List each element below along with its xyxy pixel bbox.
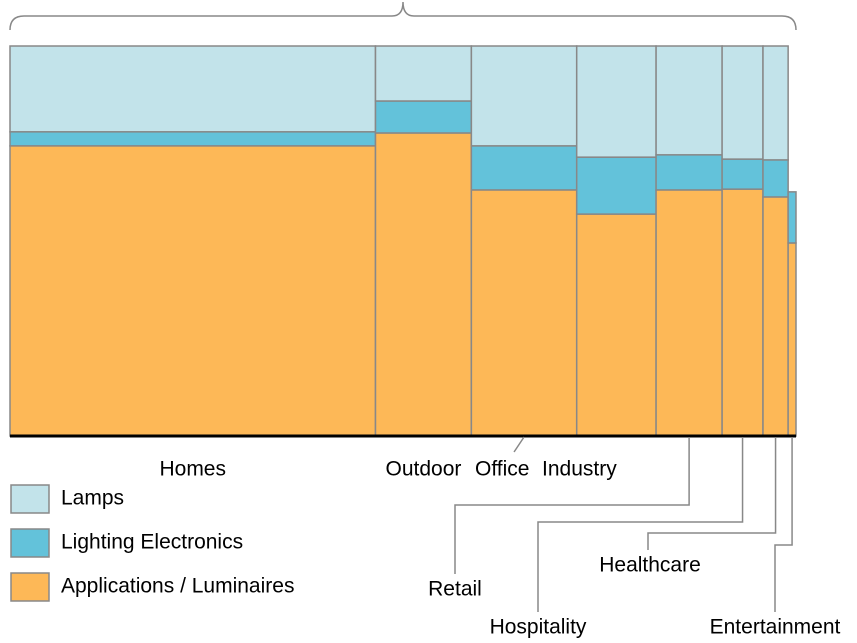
segment xyxy=(575,45,657,158)
leader-line xyxy=(513,436,525,453)
segment xyxy=(721,45,764,160)
legend-swatch xyxy=(10,484,50,514)
category-label: Industry xyxy=(542,458,617,481)
segment xyxy=(374,45,473,102)
segment xyxy=(721,158,764,190)
segment xyxy=(374,132,473,437)
segment xyxy=(655,154,723,191)
category-label: Hospitality xyxy=(490,616,587,639)
legend-swatch xyxy=(10,572,50,602)
segment xyxy=(575,213,657,437)
legend-label: Applications / Luminaires xyxy=(61,575,294,598)
segment xyxy=(470,45,578,147)
segment xyxy=(762,45,789,161)
columns xyxy=(9,45,797,437)
category-label: Retail xyxy=(428,578,482,601)
category-label: Office xyxy=(475,458,529,481)
category-labels: Homes Outdoor Office Industry Retail Hospital… xyxy=(159,436,841,639)
legend-label: Lamps xyxy=(61,487,124,510)
segment xyxy=(721,188,764,437)
segment xyxy=(374,100,473,134)
segment xyxy=(9,131,377,147)
category-label: Healthcare xyxy=(599,554,701,577)
segment xyxy=(655,189,723,437)
legend: Lamps Lighting Electronics Applications / … xyxy=(10,484,294,602)
legend-swatch xyxy=(10,528,50,558)
leader-line xyxy=(647,437,777,550)
legend-label: Lighting Electronics xyxy=(61,531,243,554)
segment xyxy=(787,191,797,244)
category-label: Outdoor xyxy=(385,458,461,481)
segment xyxy=(762,159,789,198)
segment xyxy=(575,156,657,215)
segment xyxy=(470,189,578,437)
leader-line xyxy=(454,437,690,574)
segment xyxy=(655,45,723,156)
leader-line xyxy=(774,437,793,612)
category-label: Entertainment xyxy=(710,616,841,639)
segment xyxy=(9,45,377,133)
segment xyxy=(762,196,789,437)
category-label: Homes xyxy=(159,458,226,481)
segment xyxy=(787,242,797,437)
segment xyxy=(9,145,377,437)
leader-line xyxy=(537,437,744,612)
segment xyxy=(470,145,578,191)
brace xyxy=(9,1,797,31)
